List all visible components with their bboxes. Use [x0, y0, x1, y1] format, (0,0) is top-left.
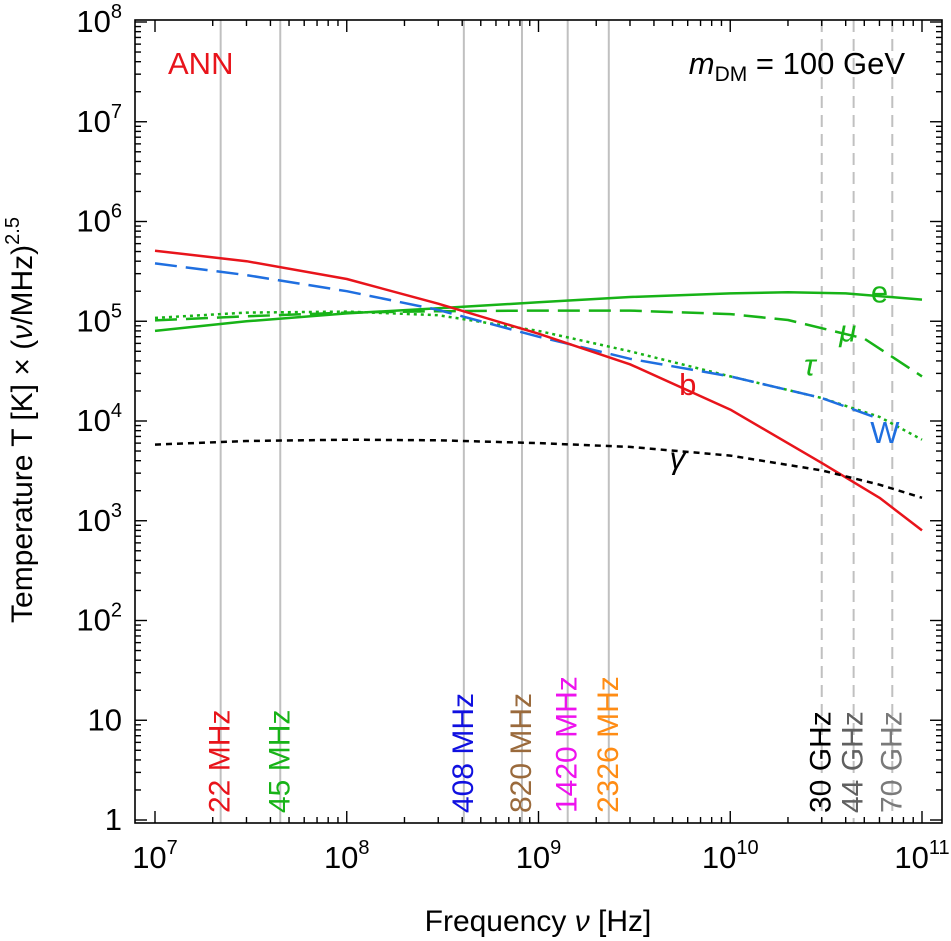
- y-tick-label-1: 10: [88, 702, 122, 737]
- marker-label-70-ghz: 70 GHz: [875, 711, 908, 813]
- y-tick-label-4: 104: [76, 400, 122, 438]
- marker-label-2326-mhz: 2326 MHz: [592, 676, 625, 813]
- axis-ticks: [135, 20, 942, 823]
- y-axis-label: Temperature T [K] × (ν/MHz)2.5: [2, 217, 39, 623]
- series-line-1: [154, 291, 923, 333]
- marker-label-45-mhz: 45 MHz: [263, 710, 296, 813]
- x-axis-label-nu: ν: [575, 905, 590, 938]
- x-tick-label-9: 109: [516, 837, 562, 875]
- series-label-3: τ: [804, 348, 818, 383]
- series-lines: [154, 249, 923, 532]
- x-tick-label-11: 1011: [894, 837, 949, 875]
- series-line-6: [154, 438, 923, 499]
- series-label-4: W: [870, 415, 900, 450]
- series-line-4: [154, 262, 880, 421]
- series-line-5: [154, 249, 923, 532]
- x-tick-label-8: 108: [324, 837, 370, 875]
- marker-label-44-ghz: 44 GHz: [837, 711, 870, 813]
- series-line-3: [154, 310, 923, 441]
- marker-label-408-mhz: 408 MHz: [447, 693, 480, 813]
- y-axis-label-exponent: 2.5: [2, 217, 24, 245]
- series-labels: eμτ Wb γ: [670, 274, 901, 475]
- x-tick-labels: 107 108 109 1010 1011: [132, 837, 949, 875]
- y-tick-label-2: 102: [76, 600, 122, 638]
- y-axis-label-main: Temperature T [K] × (: [6, 340, 39, 623]
- x-axis-label: Frequency ν [Hz]: [425, 905, 652, 938]
- mass-symbol: m: [689, 46, 715, 81]
- series-label-2: μ: [838, 313, 856, 348]
- x-axis-label-main: Frequency: [425, 905, 575, 938]
- mass-value: = 100 GeV: [747, 46, 905, 81]
- series-label-1: e: [871, 274, 888, 309]
- frequency-marker-labels: 22 MHz 45 MHz 408 MHz 820 MHz 1420 MHz 2326 M…: [204, 676, 909, 813]
- y-axis-label-nu: ν: [6, 325, 39, 340]
- x-tick-label-7: 107: [132, 837, 178, 875]
- process-label: ANN: [168, 46, 233, 81]
- marker-label-30-ghz: 30 GHz: [805, 711, 838, 813]
- x-tick-label-10: 1010: [702, 837, 759, 875]
- y-tick-label-8: 108: [76, 1, 122, 39]
- x-axis-label-unit: [Hz]: [590, 905, 652, 938]
- series-label-5: b: [679, 367, 696, 402]
- mass-subscript: DM: [715, 63, 748, 86]
- series-line-2: [154, 309, 923, 378]
- y-axis-label-unit: /MHz): [6, 245, 39, 325]
- y-tick-label-7: 107: [76, 101, 122, 139]
- series-label-6: γ: [670, 441, 687, 476]
- marker-label-22-mhz: 22 MHz: [204, 710, 237, 813]
- mass-annotation: mDM = 100 GeV: [689, 46, 906, 86]
- y-tick-label-6: 106: [76, 201, 122, 239]
- marker-label-1420-mhz: 1420 MHz: [551, 676, 584, 813]
- y-tick-label-5: 105: [76, 300, 122, 338]
- y-tick-labels: 1 10 102 103 104 105 106 107 108: [76, 1, 122, 837]
- y-tick-label-0: 1: [105, 802, 122, 837]
- marker-label-820-mhz: 820 MHz: [505, 693, 538, 813]
- y-tick-label-3: 103: [76, 500, 122, 538]
- frequency-marker-lines: [219, 20, 894, 823]
